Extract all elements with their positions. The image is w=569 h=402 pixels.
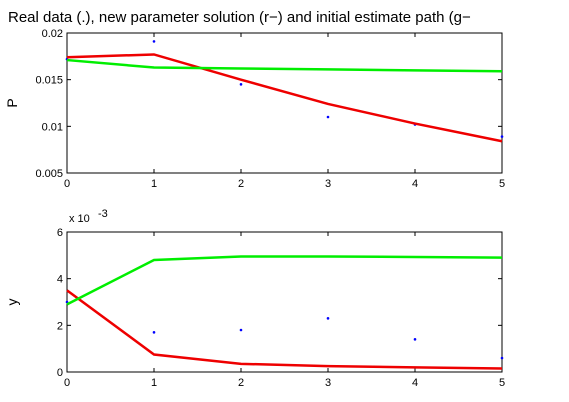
y-tick-label: 0.005: [35, 168, 63, 180]
data-point: [500, 135, 504, 138]
bottom-axes-y: 0 1 2 3 4 5 0 2 4 6 y x 10 -3: [4, 208, 505, 389]
initial-line: [66, 58, 503, 73]
x-tick-label: 2: [238, 178, 244, 190]
plot-area: [66, 32, 503, 174]
x-tick-label: 3: [325, 377, 331, 389]
figure-title: Real data (.), new parameter solution (r…: [8, 9, 471, 26]
y-axis-label: P: [4, 98, 20, 107]
data-point: [326, 115, 330, 119]
x-tick-label: 5: [499, 178, 505, 190]
x-tick-label: 1: [151, 178, 157, 190]
x-tick-label: 0: [64, 178, 70, 190]
solution-line: [66, 53, 503, 143]
y-axis-label: y: [4, 299, 20, 306]
y-tick-label: 0.015: [35, 75, 63, 87]
x-tick-label: 3: [325, 178, 331, 190]
x-tick-label: 4: [412, 178, 418, 190]
data-point: [152, 40, 156, 43]
data-point: [239, 328, 243, 332]
y-exponent-label: x 10: [69, 213, 90, 225]
x-tick-label: 2: [238, 377, 244, 389]
x-tick-label: 5: [499, 377, 505, 389]
plot-area: [66, 231, 503, 373]
x-tick-label: 4: [412, 377, 418, 389]
x-tick-label: 1: [151, 377, 157, 389]
y-tick-label: 0.02: [42, 28, 63, 40]
data-point: [152, 331, 156, 334]
data-point: [326, 317, 330, 320]
y-exponent-power: -3: [98, 208, 108, 220]
y-tick-label: 0.01: [42, 121, 63, 133]
initial-line: [66, 255, 503, 306]
x-tick-label: 0: [64, 377, 70, 389]
data-point: [239, 83, 243, 86]
data-point: [500, 356, 504, 360]
y-tick-label: 6: [57, 227, 63, 239]
top-axes-P: 0 1 2 3 4 5 0.005 0.01 0.015 0.02 P: [4, 28, 505, 190]
y-tick-label: 0: [57, 367, 63, 379]
data-point: [413, 338, 417, 341]
y-tick-label: 4: [57, 274, 63, 286]
solution-line: [66, 289, 503, 370]
y-tick-label: 2: [57, 320, 63, 332]
